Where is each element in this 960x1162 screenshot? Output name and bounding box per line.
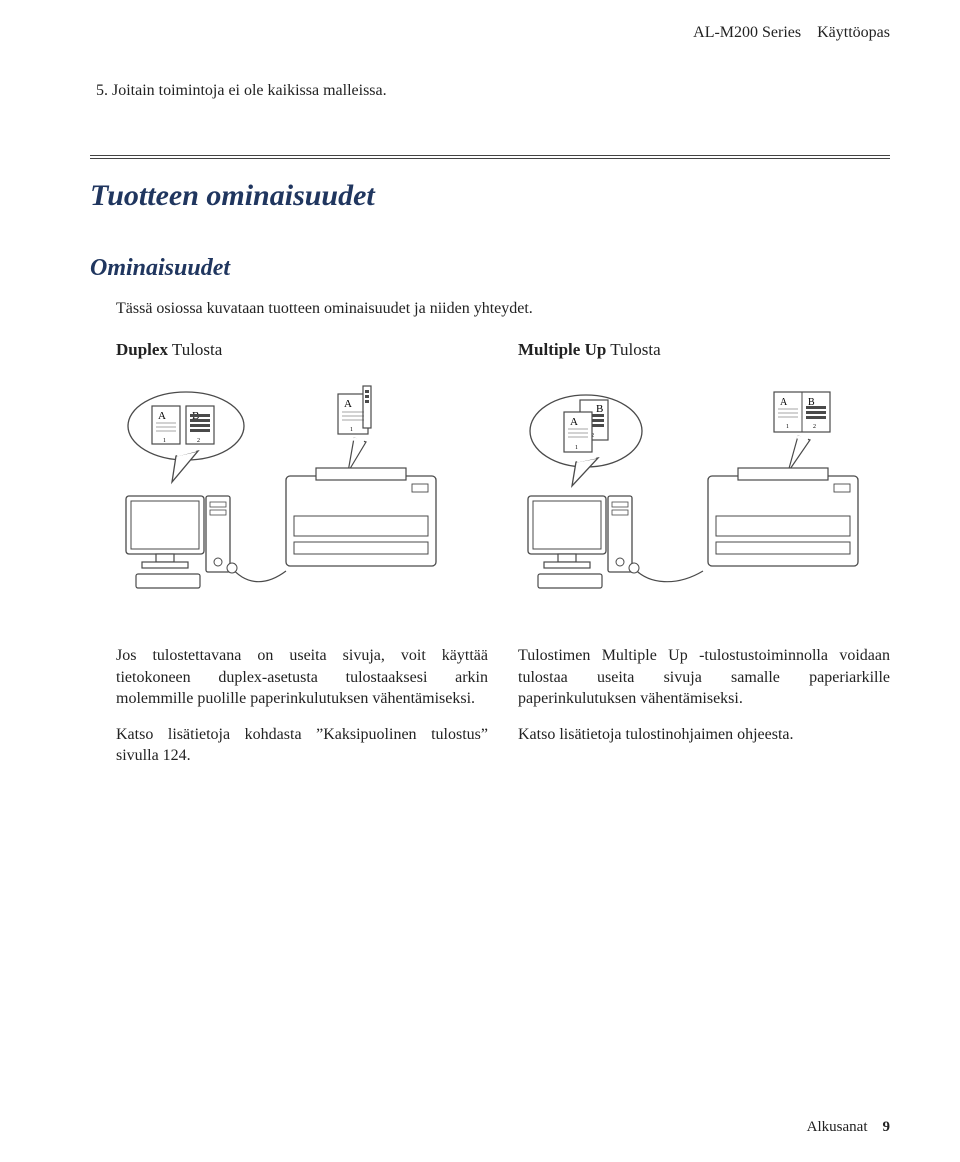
footer-page-number: 9: [883, 1119, 891, 1135]
features-columns: Duplex Tulosta A 1 B: [116, 340, 890, 781]
duplex-output-page: A 1: [338, 386, 371, 472]
list-item-5: 5. Joitain toimintoja ei ole kaikissa ma…: [96, 82, 890, 100]
multipleup-title-bold: Multiple Up: [518, 340, 606, 359]
duplex-title: Duplex Tulosta: [116, 340, 488, 360]
doc-type: Käyttöopas: [817, 24, 890, 41]
svg-text:2: 2: [813, 424, 816, 430]
svg-text:1: 1: [163, 438, 166, 444]
svg-text:1: 1: [575, 445, 578, 451]
doc-a-label: A: [158, 410, 166, 422]
svg-text:1: 1: [350, 427, 353, 433]
svg-text:2: 2: [197, 438, 200, 444]
heading-features: Ominaisuudet: [90, 255, 890, 282]
footer-section: Alkusanat: [807, 1119, 868, 1135]
page-footer: Alkusanat 9: [807, 1119, 890, 1136]
duplex-diagram: A 1 B 2: [116, 376, 488, 611]
svg-text:A: A: [344, 398, 352, 410]
duplex-title-bold: Duplex: [116, 340, 168, 359]
multipleup-title-rest: Tulosta: [606, 340, 660, 359]
duplex-paragraph-1: Jos tulostettavana on useita sivuja, voi…: [116, 645, 488, 710]
multipleup-column: Multiple Up Tulosta B 2: [518, 340, 890, 781]
svg-text:A: A: [570, 416, 578, 428]
duplex-input-bubble: A 1 B 2: [128, 392, 244, 482]
svg-text:A: A: [780, 397, 788, 408]
multipleup-paragraph-2: Katso lisätietoja tulostinohjaimen ohjee…: [518, 724, 890, 746]
intro-paragraph: Tässä osiossa kuvataan tuotteen ominaisu…: [116, 300, 890, 318]
computer-icon: [126, 496, 286, 588]
printer-icon: [708, 468, 858, 566]
heading-product-features: Tuotteen ominaisuudet: [90, 179, 890, 213]
section-divider: [90, 155, 890, 159]
computer-icon: [528, 496, 703, 588]
page-header: AL-M200 Series Käyttöopas: [90, 24, 890, 42]
multipleup-input-bubble: B 2 A 1: [530, 395, 642, 486]
duplex-paragraph-2: Katso lisätietoja kohdasta ”Kaksipuoline…: [116, 724, 488, 767]
duplex-title-rest: Tulosta: [168, 340, 222, 359]
series-name: AL-M200 Series: [693, 24, 801, 41]
svg-text:1: 1: [786, 424, 789, 430]
multipleup-output-page: A 1 B 2: [774, 392, 830, 472]
duplex-column: Duplex Tulosta A 1 B: [116, 340, 488, 781]
svg-text:B: B: [596, 403, 603, 415]
multipleup-paragraph-1: Tulostimen Multiple Up -tulostustoiminno…: [518, 645, 890, 710]
multipleup-diagram: B 2 A 1 A: [518, 376, 890, 611]
printer-icon: [286, 468, 436, 566]
multipleup-title: Multiple Up Tulosta: [518, 340, 890, 360]
